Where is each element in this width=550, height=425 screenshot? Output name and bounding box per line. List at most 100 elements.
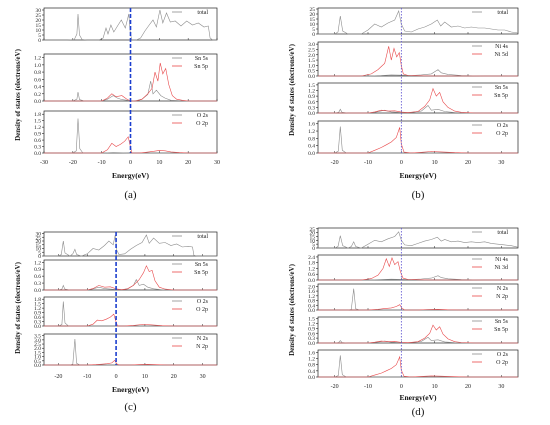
- y-tick-label: 1.5: [34, 302, 41, 308]
- subplot-4: 0.00.4 0.81.21.6 O 2s O 2p: [308, 120, 519, 157]
- y-tick-label: 5: [312, 27, 315, 33]
- y-axis-label: Density of states (electrons/eV): [14, 48, 22, 140]
- y-tick-label: 1.2: [34, 56, 41, 62]
- x-tick-label: 10: [156, 160, 162, 166]
- legend-label: Sn 5p: [494, 93, 508, 99]
- y-tick-label: 0.5: [34, 359, 41, 365]
- y-tick-label: 0.9: [308, 326, 315, 332]
- y-tick-label: 1.2: [34, 260, 41, 266]
- series-line-n-2p: [318, 304, 518, 311]
- subplot-frame: [317, 283, 519, 311]
- x-tick-label: 30: [200, 374, 206, 380]
- series-line-o-2s: [318, 355, 518, 378]
- series-line-ni-5d: [318, 46, 518, 77]
- y-tick-label: 1.5: [34, 119, 41, 125]
- y-axis-label: Density of states (electrons/eV): [14, 261, 22, 353]
- y-tick-label: 20: [36, 239, 42, 245]
- x-tick-label: -20: [331, 384, 339, 390]
- panel-label: (d): [412, 406, 425, 418]
- y-tick-label: 0.9: [308, 94, 315, 100]
- y-tick-label: 0.0: [34, 363, 41, 369]
- y-tick-label: 0.9: [34, 311, 41, 317]
- subplot-frame: [43, 296, 218, 327]
- y-tick-label: 20: [36, 18, 42, 24]
- y-tick-label: 5: [38, 250, 41, 256]
- subplot-frame: [43, 231, 218, 257]
- x-tick-label: -10: [364, 384, 372, 390]
- series-line-o-2s: [44, 301, 217, 327]
- y-tick-label: 1.0: [34, 63, 41, 69]
- legend-label: O 2s: [197, 113, 209, 119]
- x-tick-label: -10: [98, 160, 106, 166]
- subplot-2: 0.00.20.4 0.60.81.01.2 Sn 5s Sn 5p: [34, 53, 218, 105]
- y-tick-label: 0.0: [308, 308, 315, 314]
- y-axis-label: Density of states (electrons/eV): [288, 43, 296, 135]
- series-line-o-2p: [44, 136, 217, 154]
- x-axis-label: Energy(eV): [399, 393, 437, 402]
- y-tick-label: 1.2: [34, 306, 41, 312]
- subplot-frame: [317, 82, 519, 114]
- x-tick-label: 20: [465, 160, 471, 166]
- y-tick-label: 0.0: [308, 341, 315, 347]
- series-line-n-2s: [318, 288, 518, 311]
- subplot-3: 0.00.30.60.91.21.5 Sn 5s Sn 5p: [308, 82, 519, 117]
- y-tick-label: 2.5: [308, 47, 315, 53]
- x-tick-label: -10: [364, 160, 372, 166]
- y-tick-label: 0: [38, 38, 41, 44]
- x-tick-label: 0: [115, 374, 118, 380]
- y-tick-label: 3.0: [34, 338, 41, 344]
- y-tick-label: 0.6: [34, 315, 41, 321]
- legend-label: Ni 5d: [495, 52, 509, 58]
- series-line-sn-5p: [44, 62, 217, 102]
- legend-label: total: [497, 10, 508, 16]
- y-tick-label: 0.8: [308, 363, 315, 369]
- legend-label: total: [197, 10, 208, 16]
- y-tick-label: 0.4: [308, 303, 315, 309]
- series-line-ni-4s: [318, 275, 518, 281]
- y-tick-label: 1.5: [308, 317, 315, 323]
- series-line-o-2s: [44, 118, 217, 154]
- y-tick-label: 10: [310, 22, 316, 28]
- series-line-total: [318, 231, 519, 249]
- y-tick-label: 0.0: [308, 151, 315, 157]
- x-tick-label: -20: [331, 160, 339, 166]
- y-tick-label: 0.3: [34, 281, 41, 287]
- series-line-o-2s: [318, 126, 518, 154]
- y-tick-label: 25: [36, 13, 42, 19]
- y-tick-label: 1.2: [308, 266, 315, 272]
- x-axis-label: Energy(eV): [112, 171, 150, 180]
- subplot-2: 0.00.61.21.82.4 Ni 4s Ni 3d: [308, 254, 519, 284]
- y-tick-label: 1.5: [308, 83, 315, 89]
- subplot-2: 0.00.51.01.52.02.53.0 Ni 4s Ni 5d: [308, 41, 519, 80]
- subplot-3: 0.00.40.81.21.62.0 N 2s N 2p: [308, 283, 519, 314]
- y-tick-label: 10: [36, 247, 42, 253]
- y-tick-label: 30: [36, 232, 42, 238]
- y-tick-label: 0.6: [308, 100, 315, 106]
- subplot-frame: [317, 120, 519, 154]
- y-tick-label: 0.0: [308, 74, 315, 80]
- x-axis-label: Energy(eV): [399, 171, 437, 180]
- y-tick-label: 30: [36, 8, 42, 14]
- x-tick-label: 0: [400, 160, 403, 166]
- x-tick-label: -10: [83, 374, 91, 380]
- legend-label: total: [497, 230, 508, 236]
- legend-label: Ni 3d: [495, 265, 509, 271]
- legend-label: O 2p: [496, 360, 508, 366]
- subplot-frame: [317, 41, 519, 77]
- series-line-ni-4s: [318, 69, 518, 77]
- series-line-n-2s: [44, 338, 217, 366]
- y-tick-label: 0.0: [34, 151, 41, 157]
- y-axis-label: Density of states (electrons/eV): [288, 263, 296, 355]
- y-tick-label: 0.8: [308, 136, 315, 142]
- y-tick-label: 0.3: [34, 145, 41, 151]
- y-tick-label: 15: [310, 234, 316, 240]
- x-tick-label: -20: [69, 160, 77, 166]
- y-tick-label: 2.0: [308, 53, 315, 59]
- series-line-sn-5s: [318, 336, 518, 344]
- y-tick-label: 1.5: [34, 350, 41, 356]
- y-tick-label: 0.4: [308, 144, 315, 150]
